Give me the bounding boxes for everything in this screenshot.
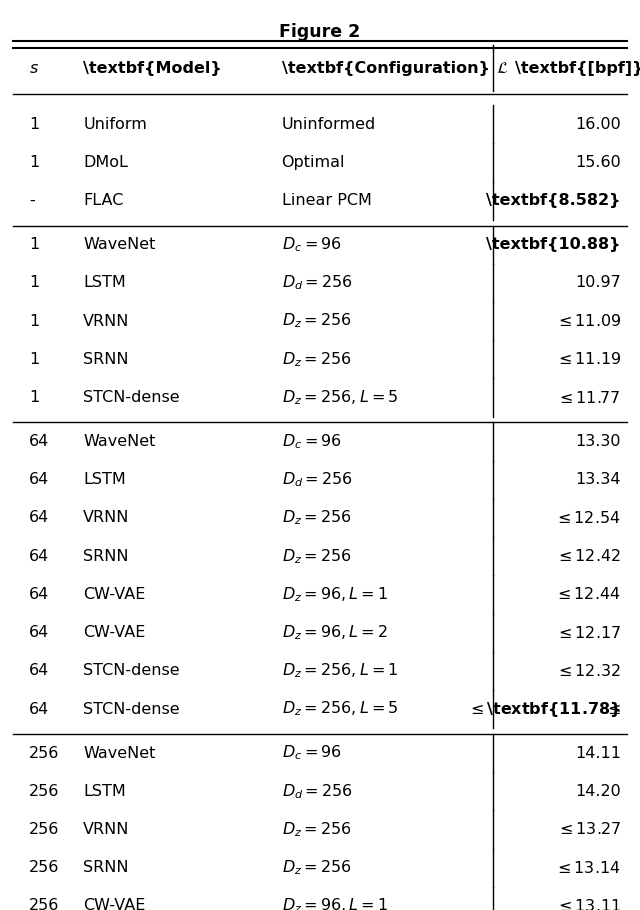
Text: $\leq$12.32: $\leq$12.32 (555, 662, 621, 679)
Text: STCN-dense: STCN-dense (83, 702, 180, 716)
Text: 256: 256 (29, 898, 59, 910)
Text: 256: 256 (29, 784, 59, 799)
Text: $D_z = 256$: $D_z = 256$ (282, 820, 351, 839)
Text: 1: 1 (29, 238, 39, 252)
Text: \textbf{Model}: \textbf{Model} (83, 61, 222, 76)
Text: VRNN: VRNN (83, 314, 129, 329)
Text: Figure 2: Figure 2 (280, 23, 360, 41)
Text: $\leq$12.54: $\leq$12.54 (554, 510, 621, 526)
Text: 256: 256 (29, 860, 59, 875)
Text: 256: 256 (29, 745, 59, 761)
Text: 10.97: 10.97 (575, 276, 621, 290)
Text: FLAC: FLAC (83, 193, 124, 208)
Text: $D_d = 256$: $D_d = 256$ (282, 782, 353, 801)
Text: 15.60: 15.60 (575, 155, 621, 170)
Text: $D_z = 256, L = 5$: $D_z = 256, L = 5$ (282, 389, 398, 407)
Text: CW-VAE: CW-VAE (83, 625, 145, 640)
Text: $\leq$13.27: $\leq$13.27 (556, 822, 621, 837)
Text: 64: 64 (29, 549, 49, 563)
Text: Optimal: Optimal (282, 155, 345, 170)
Text: CW-VAE: CW-VAE (83, 587, 145, 602)
Text: $\leq$12.42: $\leq$12.42 (555, 548, 621, 564)
Text: $\mathcal{L}$: $\mathcal{L}$ (496, 61, 508, 76)
Text: 64: 64 (29, 511, 49, 525)
Text: \textbf{Configuration}: \textbf{Configuration} (282, 61, 490, 76)
Text: Uniform: Uniform (83, 116, 147, 132)
Text: \textbf{8.582}: \textbf{8.582} (486, 193, 621, 208)
Text: 1: 1 (29, 390, 39, 405)
Text: 13.30: 13.30 (575, 434, 621, 449)
Text: SRNN: SRNN (83, 549, 129, 563)
Text: $\leq$11.09: $\leq$11.09 (554, 313, 621, 329)
Text: $D_z = 256, L = 1$: $D_z = 256, L = 1$ (282, 662, 398, 680)
Text: $D_z = 96, L = 1$: $D_z = 96, L = 1$ (282, 585, 388, 603)
Text: $D_z = 256, L = 5$: $D_z = 256, L = 5$ (282, 700, 398, 718)
Text: $D_z = 256$: $D_z = 256$ (282, 858, 351, 877)
Text: 1: 1 (29, 352, 39, 367)
Text: $s$: $s$ (29, 61, 39, 76)
Text: \textbf{10.88}: \textbf{10.88} (486, 238, 621, 252)
Text: $D_z = 96, L = 1$: $D_z = 96, L = 1$ (282, 896, 388, 910)
Text: LSTM: LSTM (83, 276, 126, 290)
Text: \textbf{[bpf]}: \textbf{[bpf]} (515, 61, 640, 76)
Text: $\leq$12.17: $\leq$12.17 (555, 624, 621, 641)
Text: 14.20: 14.20 (575, 784, 621, 799)
Text: WaveNet: WaveNet (83, 745, 156, 761)
Text: DMoL: DMoL (83, 155, 128, 170)
Text: $\leq$\textbf{11.78}: $\leq$\textbf{11.78} (467, 700, 621, 719)
Text: 64: 64 (29, 702, 49, 716)
Text: VRNN: VRNN (83, 822, 129, 837)
Text: LSTM: LSTM (83, 472, 126, 487)
Text: 1: 1 (29, 116, 39, 132)
Text: $\leq$13.11: $\leq$13.11 (555, 898, 621, 910)
Text: STCN-dense: STCN-dense (83, 663, 180, 678)
Text: $D_c = 96$: $D_c = 96$ (282, 236, 342, 254)
Text: $\leq$: $\leq$ (604, 702, 621, 716)
Text: 13.34: 13.34 (575, 472, 621, 487)
Text: 14.11: 14.11 (575, 745, 621, 761)
Text: 64: 64 (29, 587, 49, 602)
Text: $D_z = 256$: $D_z = 256$ (282, 547, 351, 565)
Text: 64: 64 (29, 434, 49, 449)
Text: 1: 1 (29, 314, 39, 329)
Text: $D_c = 96$: $D_c = 96$ (282, 432, 342, 450)
Text: $\leq$12.44: $\leq$12.44 (554, 586, 621, 602)
Text: $\leq$13.14: $\leq$13.14 (554, 860, 621, 875)
Text: WaveNet: WaveNet (83, 238, 156, 252)
Text: $D_z = 96, L = 2$: $D_z = 96, L = 2$ (282, 623, 387, 642)
Text: $D_c = 96$: $D_c = 96$ (282, 743, 342, 763)
Text: $D_z = 256$: $D_z = 256$ (282, 350, 351, 369)
Text: 64: 64 (29, 625, 49, 640)
Text: SRNN: SRNN (83, 860, 129, 875)
Text: SRNN: SRNN (83, 352, 129, 367)
Text: LSTM: LSTM (83, 784, 126, 799)
Text: 16.00: 16.00 (575, 116, 621, 132)
Text: STCN-dense: STCN-dense (83, 390, 180, 405)
Text: $\leq$11.19: $\leq$11.19 (554, 351, 621, 368)
Text: 1: 1 (29, 276, 39, 290)
Text: 256: 256 (29, 822, 59, 837)
Text: Uninformed: Uninformed (282, 116, 376, 132)
Text: -: - (29, 193, 35, 208)
Text: $\leq$11.77: $\leq$11.77 (556, 389, 621, 406)
Text: $D_z = 256$: $D_z = 256$ (282, 509, 351, 527)
Text: $D_d = 256$: $D_d = 256$ (282, 470, 353, 489)
Text: Linear PCM: Linear PCM (282, 193, 371, 208)
Text: VRNN: VRNN (83, 511, 129, 525)
Text: 1: 1 (29, 155, 39, 170)
Text: CW-VAE: CW-VAE (83, 898, 145, 910)
Text: 64: 64 (29, 663, 49, 678)
Text: WaveNet: WaveNet (83, 434, 156, 449)
Text: $D_d = 256$: $D_d = 256$ (282, 274, 353, 292)
Text: 64: 64 (29, 472, 49, 487)
Text: $D_z = 256$: $D_z = 256$ (282, 312, 351, 330)
